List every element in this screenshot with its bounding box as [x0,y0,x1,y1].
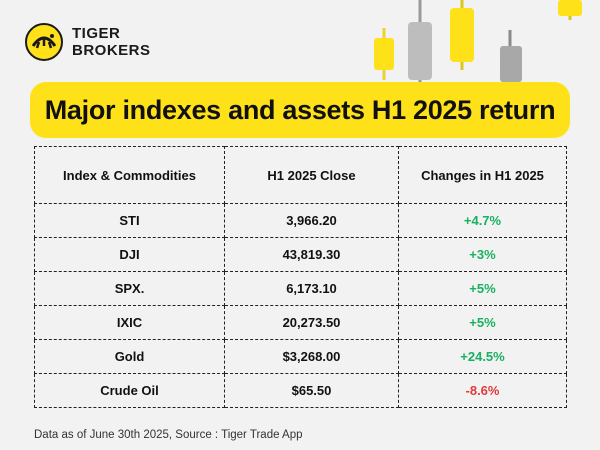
table-row: STI 3,966.20 +4.7% [34,203,567,238]
row-name: Gold [34,339,225,374]
tiger-logo-icon [25,23,63,61]
row-name: IXIC [34,305,225,340]
table-row: SPX. 6,173.10 +5% [34,271,567,306]
row-close: $3,268.00 [224,339,399,374]
row-change: +5% [398,271,567,306]
row-close: 43,819.30 [224,237,399,272]
row-change: -8.6% [398,373,567,408]
tiger-brokers-logo: TIGER BROKERS [24,22,151,62]
row-close: 20,273.50 [224,305,399,340]
row-change: +4.7% [398,203,567,238]
candlestick-decoration [374,0,582,92]
brand-line-2: BROKERS [72,42,151,59]
row-close: 3,966.20 [224,203,399,238]
header-index: Index & Commodities [34,146,225,204]
returns-table: Index & Commodities H1 2025 Close Change… [34,146,567,408]
row-close: 6,173.10 [224,271,399,306]
table-header-row: Index & Commodities H1 2025 Close Change… [34,146,567,204]
header-change: Changes in H1 2025 [398,146,567,204]
row-name: DJI [34,237,225,272]
row-name: STI [34,203,225,238]
row-close: $65.50 [224,373,399,408]
page-title-banner: Major indexes and assets H1 2025 return [30,82,570,138]
row-change: +5% [398,305,567,340]
table-row: IXIC 20,273.50 +5% [34,305,567,340]
header-close: H1 2025 Close [224,146,399,204]
row-change: +24.5% [398,339,567,374]
row-change: +3% [398,237,567,272]
row-name: Crude Oil [34,373,225,408]
source-footnote: Data as of June 30th 2025, Source : Tige… [34,429,303,441]
table-row: Crude Oil $65.50 -8.6% [34,373,567,408]
row-name: SPX. [34,271,225,306]
table-row: Gold $3,268.00 +24.5% [34,339,567,374]
table-row: DJI 43,819.30 +3% [34,237,567,272]
brand-line-1: TIGER [72,25,121,42]
